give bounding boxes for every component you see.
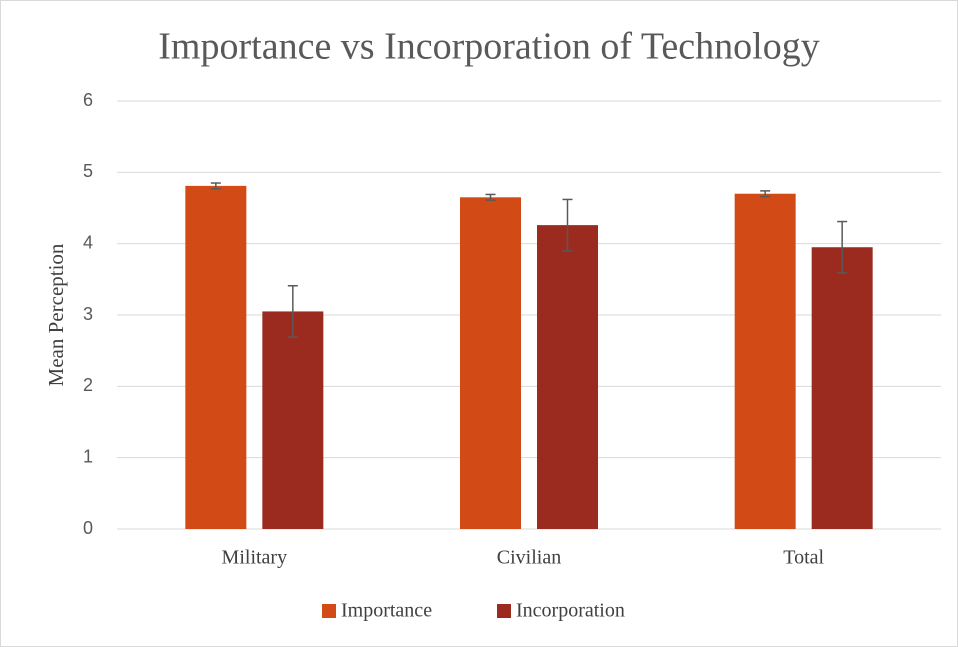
error-bar bbox=[287, 285, 298, 338]
bar bbox=[460, 197, 521, 530]
y-tick-label: 3 bbox=[83, 304, 93, 324]
error-bar bbox=[837, 220, 848, 274]
x-tick-label: Total bbox=[783, 547, 824, 569]
bar bbox=[262, 311, 324, 529]
y-tick-label: 6 bbox=[83, 90, 93, 110]
error-bar bbox=[760, 190, 771, 198]
x-tick-label: Civilian bbox=[497, 547, 561, 569]
y-tick-label: 5 bbox=[83, 161, 93, 181]
error-bar bbox=[210, 182, 221, 190]
x-tick-label: Military bbox=[222, 547, 288, 569]
y-tick-label: 1 bbox=[83, 446, 93, 466]
y-axis-label: Mean Perception bbox=[44, 243, 68, 386]
bar bbox=[811, 247, 873, 529]
y-tick-label: 4 bbox=[83, 232, 93, 252]
legend-label: Importance bbox=[341, 600, 432, 622]
bar bbox=[185, 185, 247, 530]
error-bar bbox=[485, 193, 496, 201]
legend-swatch bbox=[322, 604, 336, 618]
y-tick-label: 0 bbox=[83, 518, 93, 538]
error-bar bbox=[562, 198, 573, 252]
bar bbox=[537, 225, 598, 529]
bar bbox=[734, 193, 796, 529]
legend-swatch bbox=[497, 604, 511, 618]
legend-label: Incorporation bbox=[516, 600, 625, 622]
y-tick-label: 2 bbox=[83, 375, 93, 395]
chart-title: Importance vs Incorporation of Technolog… bbox=[158, 26, 819, 68]
